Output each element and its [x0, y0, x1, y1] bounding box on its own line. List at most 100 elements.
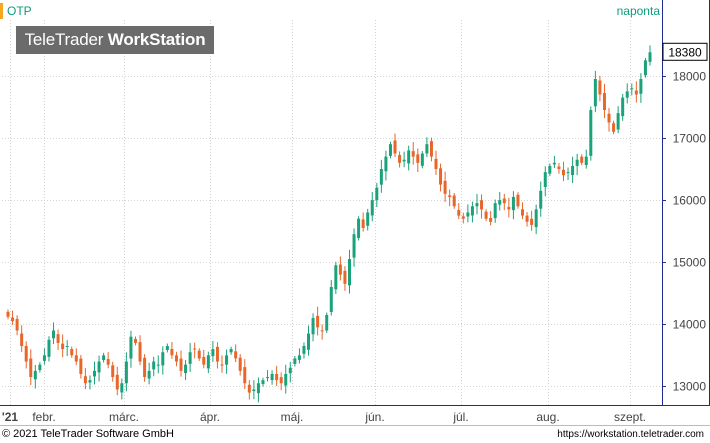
candle-body	[407, 150, 411, 164]
candle	[47, 336, 51, 362]
candle	[252, 380, 256, 400]
candle	[83, 368, 87, 390]
last-price-box	[662, 42, 708, 61]
candle	[552, 155, 556, 169]
candle-body	[56, 334, 60, 343]
x-axis-labels: '21 febr. márc. ápr. máj. jún. júl. aug. szept.	[2, 410, 646, 424]
candle	[61, 334, 65, 358]
candle-body	[379, 169, 383, 185]
y-tick-label: 15000	[673, 256, 707, 270]
candle	[384, 150, 388, 181]
candle-body	[493, 203, 497, 219]
candle-body	[393, 140, 397, 154]
candle-body	[83, 376, 87, 384]
candle-body	[448, 195, 452, 197]
candle	[138, 335, 142, 366]
candle-body	[643, 60, 647, 76]
watermark-product: WorkStation	[107, 30, 206, 49]
candle	[307, 325, 311, 356]
candle	[288, 361, 292, 383]
candle	[561, 161, 565, 182]
candle	[393, 133, 397, 158]
candle-body	[170, 348, 174, 356]
candle-body	[288, 367, 292, 374]
candle-body	[320, 330, 324, 332]
x-tick-label: '21	[2, 410, 19, 424]
candle	[120, 378, 124, 400]
candle-body	[97, 361, 101, 373]
candle-body	[329, 287, 333, 312]
candlestick-series	[6, 45, 652, 403]
candle	[621, 94, 625, 121]
candle-body	[42, 355, 46, 361]
candle-body	[261, 380, 265, 385]
x-tick-label: febr.	[32, 410, 55, 424]
candle-body	[439, 168, 443, 185]
y-axis-labels: 13000 14000 15000 16000 17000 18000	[673, 70, 707, 394]
candle-body	[197, 350, 201, 359]
candle	[215, 342, 219, 369]
candle-body	[179, 358, 183, 371]
candle	[111, 361, 115, 382]
candle-body	[11, 317, 15, 322]
candle	[434, 150, 438, 175]
candle-body	[593, 78, 597, 107]
x-tick-label: júl.	[452, 410, 468, 424]
candle-body	[65, 346, 69, 348]
candle	[74, 348, 78, 366]
candle	[20, 325, 24, 352]
candle	[79, 354, 83, 379]
candle-body	[20, 333, 24, 347]
candle	[457, 203, 461, 220]
candle-body	[388, 144, 392, 156]
candle-body	[256, 383, 260, 394]
candle	[225, 349, 229, 374]
candle	[152, 356, 156, 377]
candle-body	[621, 97, 625, 117]
candle	[466, 204, 470, 223]
candle	[648, 45, 652, 66]
candle-body	[124, 361, 128, 384]
candle-body	[15, 318, 19, 331]
candle	[220, 355, 224, 373]
candle	[234, 344, 238, 363]
candle-body	[420, 153, 424, 166]
candle-body	[484, 211, 488, 219]
candle	[584, 149, 588, 169]
candle-body	[475, 203, 479, 207]
candle-body	[24, 346, 28, 362]
candle	[630, 83, 634, 96]
candle	[343, 266, 347, 291]
candle	[543, 166, 547, 197]
candle-body	[79, 358, 83, 374]
candle	[402, 151, 406, 168]
candle-body	[156, 364, 160, 366]
candle	[197, 348, 201, 361]
watermark-logo: TeleTrader WorkStation	[16, 26, 214, 54]
candle-body	[93, 370, 97, 377]
candle	[443, 171, 447, 202]
candle	[33, 365, 37, 389]
candle	[161, 346, 165, 375]
candle	[297, 348, 301, 364]
candle	[93, 361, 97, 385]
candle-body	[534, 209, 538, 228]
candle-body	[266, 377, 270, 379]
candle-body	[580, 156, 584, 163]
candle-body	[106, 359, 110, 365]
candle-body	[202, 356, 206, 365]
candle-body	[452, 195, 456, 207]
candle	[202, 349, 206, 369]
candle-body	[461, 216, 465, 219]
candle	[97, 355, 101, 382]
candle	[448, 189, 452, 207]
candle	[525, 212, 529, 227]
candle-body	[293, 358, 297, 365]
candle-body	[625, 91, 629, 98]
candle	[461, 212, 465, 224]
candle	[639, 73, 643, 103]
candle-body	[88, 380, 92, 383]
candle-body	[220, 364, 224, 366]
candle-body	[61, 343, 65, 350]
